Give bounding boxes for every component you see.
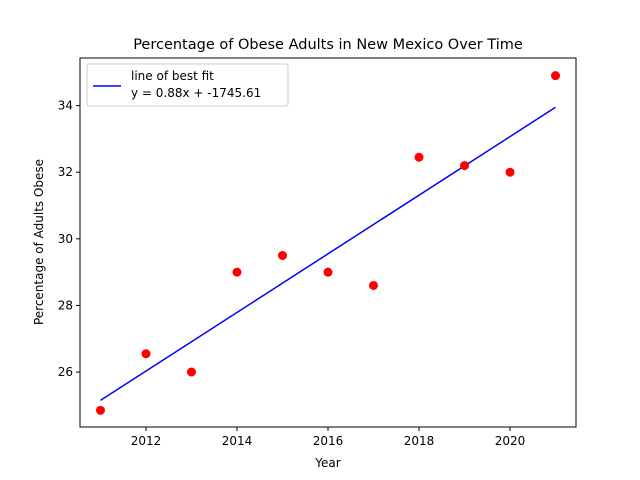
data-point-2020	[505, 167, 515, 177]
data-point-2011	[95, 405, 105, 415]
data-point-2012	[141, 349, 151, 359]
data-point-2017	[369, 280, 379, 290]
legend: line of best fit y = 0.88x + -1745.61	[86, 63, 289, 107]
y-tick-label-34: 34	[58, 99, 73, 113]
x-tick-label-2020: 2020	[495, 434, 526, 448]
legend-label-line2: y = 0.88x + -1745.61	[131, 86, 261, 100]
y-axis-label: Percentage of Adults Obese	[32, 159, 46, 325]
y-tick-label-32: 32	[58, 165, 73, 179]
data-point-2013	[186, 367, 196, 377]
x-tick-label-2018: 2018	[404, 434, 435, 448]
data-point-2015	[277, 250, 287, 260]
data-point-2019	[460, 161, 470, 171]
plot-area	[95, 71, 561, 415]
x-axis-label: Year	[314, 456, 340, 470]
legend-box	[86, 63, 289, 107]
y-tick-label-28: 28	[58, 298, 73, 312]
y-tick-label-30: 30	[58, 232, 73, 246]
best-fit-line	[100, 106, 556, 401]
legend-label-line1: line of best fit	[131, 69, 214, 83]
x-tick-label-2012: 2012	[131, 434, 162, 448]
axis-ticks: 2012 2014 2016 2018 2020 26 28 30 32 34	[58, 57, 577, 448]
data-point-2021	[551, 71, 561, 81]
y-tick-label-26: 26	[58, 365, 73, 379]
data-point-2016	[323, 267, 333, 277]
data-point-2018	[414, 152, 424, 162]
data-point-2014	[232, 267, 242, 277]
x-tick-label-2016: 2016	[313, 434, 344, 448]
chart-title: Percentage of Obese Adults in New Mexico…	[133, 37, 523, 53]
x-tick-label-2014: 2014	[222, 434, 253, 448]
